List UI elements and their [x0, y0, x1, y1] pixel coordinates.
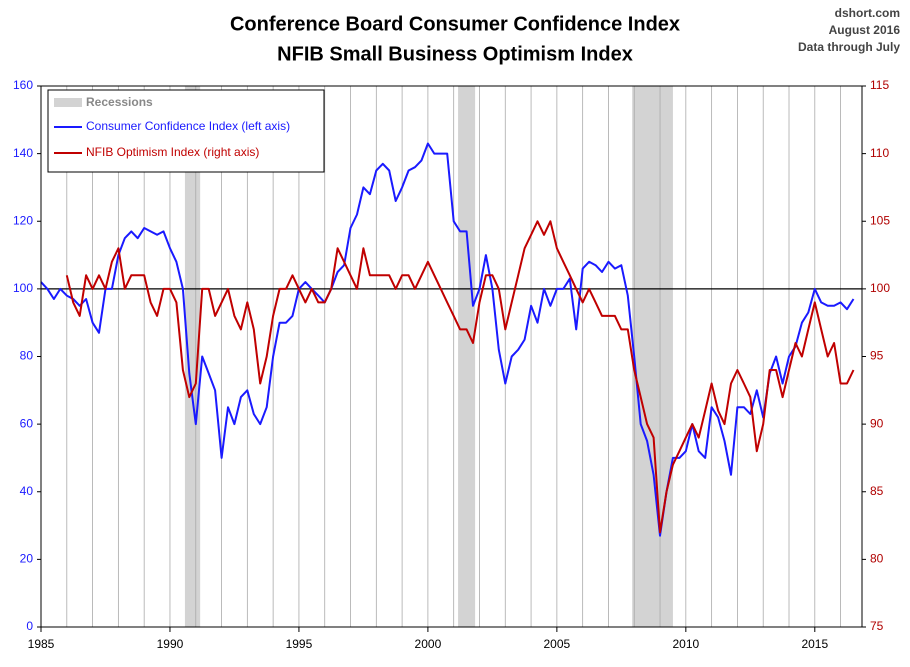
- legend-swatch: [54, 98, 82, 107]
- legend-box: [47, 89, 325, 173]
- x-tick-label: 1985: [28, 637, 55, 651]
- x-tick-label: 2000: [415, 637, 442, 651]
- y-tick-label: 100: [13, 281, 33, 295]
- y2-tick-label: 75: [870, 619, 884, 633]
- annotation: August 2016: [829, 23, 901, 37]
- y-tick-label: 60: [20, 416, 34, 430]
- y-tick-label: 20: [20, 552, 34, 566]
- recession-band: [184, 86, 201, 627]
- annotation: dshort.com: [835, 6, 900, 20]
- x-tick-label: 2015: [801, 637, 828, 651]
- y2-tick-label: 110: [870, 146, 889, 160]
- y-tick-label: 140: [13, 146, 33, 160]
- y2-tick-label: 100: [870, 281, 890, 295]
- annotation: Data through July: [798, 40, 900, 54]
- legend-label: Recessions: [86, 95, 153, 109]
- y2-tick-label: 115: [870, 78, 889, 92]
- y-tick-label: 80: [20, 349, 34, 363]
- chart-title: Conference Board Consumer Confidence Ind…: [230, 13, 680, 35]
- y2-tick-label: 105: [870, 213, 890, 227]
- x-tick-label: 1990: [157, 637, 184, 651]
- y2-tick-label: 85: [870, 484, 884, 498]
- y2-tick-label: 80: [870, 552, 884, 566]
- plot-frame: [40, 85, 863, 628]
- legend-label: NFIB Optimism Index (right axis): [86, 145, 259, 159]
- y-tick-label: 40: [20, 484, 34, 498]
- legend-label: Consumer Confidence Index (left axis): [86, 119, 290, 133]
- y2-tick-label: 95: [870, 349, 884, 363]
- x-tick-label: 2005: [544, 637, 571, 651]
- recession-band: [632, 86, 673, 627]
- x-tick-label: 2010: [672, 637, 699, 651]
- y-tick-label: 120: [13, 213, 33, 227]
- recession-band: [458, 86, 476, 627]
- y2-tick-label: 90: [870, 416, 884, 430]
- series-line: [65, 220, 855, 534]
- y-tick-label: 160: [13, 78, 33, 92]
- x-tick-label: 1995: [286, 637, 313, 651]
- chart-subtitle: NFIB Small Business Optimism Index: [277, 43, 633, 65]
- series-line: [40, 142, 855, 537]
- y-tick-label: 0: [26, 619, 33, 633]
